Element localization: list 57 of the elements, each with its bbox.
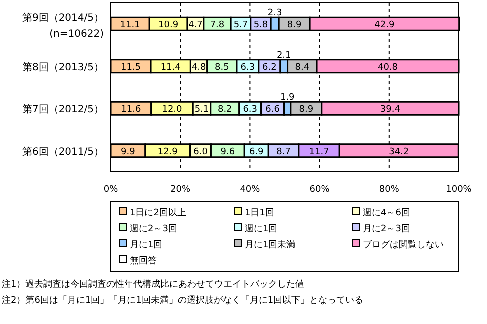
x-tick-label: 60% (310, 185, 330, 195)
data-label: 5.8 (254, 20, 268, 31)
data-label: 2.1 (276, 50, 292, 61)
data-label: 8.7 (276, 147, 291, 158)
legend-label: 週に1回 (245, 224, 278, 234)
legend-label: 1日1回 (245, 208, 274, 218)
legend-label: ブログは閲覧しない (363, 240, 444, 250)
data-label: 6.2 (262, 62, 277, 73)
data-label: 6.9 (249, 147, 264, 158)
data-label: 6.0 (194, 147, 208, 158)
data-label: 2.3 (268, 8, 282, 19)
x-tick-label: 0% (104, 185, 119, 195)
data-label: 6.3 (243, 105, 258, 116)
data-label: 8.2 (218, 105, 232, 116)
x-tick-label: 80% (379, 185, 400, 195)
data-label: 11.4 (160, 62, 182, 73)
y-tick-label: 第8回（2013/5） (22, 61, 104, 74)
data-label: 8.4 (295, 62, 310, 73)
legend-label: 月に1回 (130, 240, 163, 250)
data-label: 42.9 (374, 20, 395, 31)
data-label: 10.9 (158, 20, 179, 31)
data-label: 6.6 (266, 105, 280, 116)
data-label: 9.6 (220, 147, 236, 158)
data-label: 4.7 (188, 20, 203, 31)
data-label: 9.9 (121, 147, 136, 158)
legend-label: 1日に2回以上 (130, 208, 186, 218)
data-label: 39.4 (380, 105, 401, 116)
legend-label: 月に2～3回 (363, 224, 410, 234)
data-label: 11.7 (309, 147, 330, 158)
legend-label: 週に4～6回 (363, 208, 410, 218)
data-label: 6.3 (240, 62, 256, 73)
data-label: 8.9 (299, 105, 314, 116)
data-label: 5.7 (234, 20, 248, 31)
y-tick-label: 第7回（2012/5） (22, 104, 104, 116)
data-label: 4.8 (192, 62, 206, 73)
data-label: 8.9 (287, 20, 302, 31)
data-label: 34.2 (389, 147, 410, 158)
data-label: 11.6 (121, 105, 142, 116)
data-label: 11.5 (120, 62, 142, 73)
data-label: 12.0 (162, 105, 183, 116)
text: 注1）過去調査は今回調査の性年代構成比にあわせてウエイトバックした値 (2, 279, 305, 290)
x-tick-label: 100% (446, 185, 472, 195)
data-label: 40.8 (378, 62, 398, 73)
legend-label: 無回答 (130, 256, 157, 266)
data-label: 11.1 (120, 20, 140, 31)
x-tick-label: 40% (240, 185, 261, 195)
data-label: 1.9 (280, 93, 296, 104)
text: 注2）第6回は「月に1回」「月に1回未満」の選択肢がなく「月に1回以下」となっている (2, 295, 364, 306)
data-label: 12.9 (158, 147, 178, 158)
y-tick-label: 第9回（2014/5） (n=10622) (22, 12, 104, 40)
data-label: 7.8 (210, 20, 225, 31)
data-label: 8.5 (215, 62, 230, 73)
data-label: 5.1 (194, 105, 210, 116)
legend-label: 月に1回未満 (245, 240, 296, 250)
y-tick-label: 第6回（2011/5） (22, 146, 104, 158)
legend-label: 週に2～3回 (130, 224, 178, 234)
x-tick-label: 20% (170, 185, 192, 195)
